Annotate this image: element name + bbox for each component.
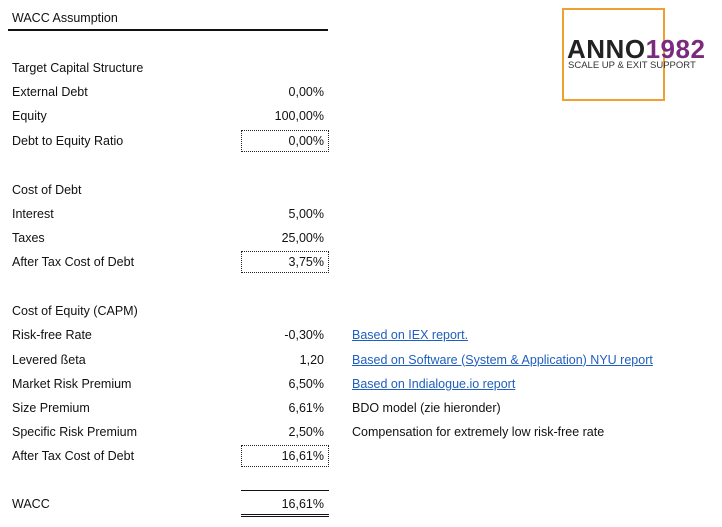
logo-part: 1982 bbox=[645, 34, 706, 64]
title-underline bbox=[8, 29, 328, 31]
source-link[interactable]: Based on Indialogue.io report bbox=[352, 376, 516, 391]
row-value: 3,75% bbox=[288, 255, 324, 270]
row-label: After Tax Cost of Debt bbox=[12, 255, 135, 270]
total-box bbox=[241, 251, 329, 274]
source-link[interactable]: Based on IEX report. bbox=[352, 328, 469, 343]
row-note: Compensation for extremely low risk-free… bbox=[352, 425, 605, 440]
row-label: External Debt bbox=[12, 85, 88, 100]
row-label: Risk-free Rate bbox=[12, 328, 92, 343]
wacc-double-line bbox=[241, 514, 329, 518]
logo-part: ANNO bbox=[567, 34, 646, 64]
logo-frame bbox=[562, 8, 665, 101]
row-value: 25,00% bbox=[281, 231, 324, 245]
row-value: 100,00% bbox=[274, 109, 324, 124]
row-value: 6,61% bbox=[288, 401, 324, 415]
row-label: Size Premium bbox=[12, 401, 90, 415]
logo-tagline: SCALE UP & EXIT SUPPORT bbox=[568, 60, 696, 71]
source-link[interactable]: Based on Software (System & Application)… bbox=[352, 352, 653, 367]
total-box bbox=[241, 445, 329, 468]
wacc-top-line bbox=[241, 490, 329, 492]
wacc-value: 16,61% bbox=[281, 497, 324, 512]
row-label: Debt to Equity Ratio bbox=[12, 133, 124, 148]
row-label: Equity bbox=[12, 109, 47, 124]
wacc-label: WACC bbox=[12, 497, 50, 512]
row-value: 16,61% bbox=[281, 449, 324, 464]
row-value: -0,30% bbox=[284, 328, 324, 343]
row-value: 0,00% bbox=[288, 85, 324, 100]
section-title: Cost of Debt bbox=[12, 182, 82, 197]
row-label: Taxes bbox=[12, 231, 45, 245]
row-value: 5,00% bbox=[288, 206, 324, 221]
section-title: Cost of Equity (CAPM) bbox=[12, 304, 138, 319]
row-value: 6,50% bbox=[288, 376, 324, 391]
row-label: Levered ßeta bbox=[12, 352, 86, 367]
logo-name: ANNO1982 bbox=[567, 34, 705, 64]
row-value: 1,20 bbox=[299, 352, 324, 367]
row-note: BDO model (zie hieronder) bbox=[352, 401, 501, 415]
section-title: Target Capital Structure bbox=[12, 61, 144, 75]
row-value: 0,00% bbox=[288, 133, 324, 148]
sheet-title: WACC Assumption bbox=[12, 11, 118, 25]
total-box bbox=[241, 129, 329, 152]
row-label: Specific Risk Premium bbox=[12, 425, 138, 440]
row-label: After Tax Cost of Debt bbox=[12, 449, 135, 464]
row-label: Market Risk Premium bbox=[12, 376, 132, 391]
row-label: Interest bbox=[12, 206, 54, 221]
row-value: 2,50% bbox=[288, 425, 324, 440]
